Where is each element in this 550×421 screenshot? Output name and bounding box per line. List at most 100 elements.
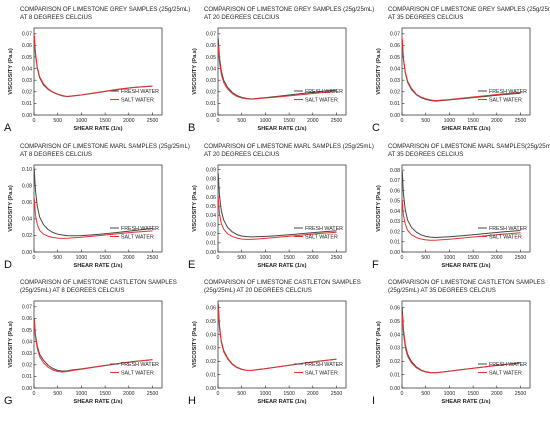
x-tick-label: 0 (33, 255, 36, 261)
panel-letter: E (188, 259, 195, 271)
y-tick-label: 0.00 (390, 250, 400, 256)
x-tick-label: 2000 (491, 255, 503, 261)
y-tick-label: 0.04 (206, 213, 216, 219)
y-axis-label: VISCOSITY (Pa.s) (376, 48, 382, 95)
panel-letter: D (4, 259, 12, 271)
chart-title-line: COMPARISON OF LIMESTONE MARL SAMPLES (25… (204, 143, 374, 150)
x-tick-label: 0 (33, 391, 36, 397)
x-axis-label: SHEAR RATE (1/s) (73, 399, 122, 405)
y-tick-label: 0.00 (22, 386, 32, 392)
chart-title-line: (25g/25mL) AT 20 DEGREES CELCIUS (204, 287, 312, 294)
chart-title-line: COMPARISON OF LIMESTONE GREY SAMPLES (25… (20, 6, 190, 13)
series-line-salt-water (217, 45, 337, 100)
y-tick-label: 0.01 (390, 372, 400, 378)
y-tick-label: 0.07 (206, 32, 216, 38)
y-tick-label: 0.08 (390, 168, 400, 174)
y-tick-label: 0.03 (206, 78, 216, 84)
x-tick-label: 1500 (99, 255, 111, 261)
panel-letter: I (372, 395, 375, 407)
y-tick-label: 0.02 (22, 233, 32, 239)
y-tick-label: 0.05 (22, 55, 32, 61)
x-tick-label: 2500 (147, 255, 159, 261)
x-tick-label: 2000 (491, 118, 503, 124)
plot-frame (217, 300, 347, 389)
legend-label: FRESH WATER (121, 362, 159, 368)
x-tick-label: 0 (401, 118, 404, 124)
legend-label: SALT WATER (121, 371, 154, 377)
x-tick-label: 500 (53, 118, 62, 124)
y-axis-label: VISCOSITY (Pa.s) (8, 48, 14, 95)
x-tick-label: 2000 (123, 255, 135, 261)
y-tick-label: 0.00 (390, 386, 400, 392)
series-line-fresh-water (33, 169, 153, 237)
y-axis-label: VISCOSITY (Pa.s) (192, 48, 198, 95)
y-tick-label: 0.04 (22, 339, 32, 345)
x-axis-label: SHEAR RATE (1/s) (441, 399, 490, 405)
x-tick-label: 1500 (467, 255, 479, 261)
plot-frame (217, 164, 347, 253)
y-tick-label: 0.01 (206, 372, 216, 378)
series-line-fresh-water (217, 303, 337, 371)
y-tick-label: 0.01 (390, 101, 400, 107)
chart-title-line: COMPARISON OF LIMESTONE CASTLETON SAMPLE… (20, 279, 177, 286)
y-tick-label: 0.03 (390, 346, 400, 352)
chart-panel-g: COMPARISON OF LIMESTONE CASTLETON SAMPLE… (4, 279, 177, 407)
x-tick-label: 500 (53, 391, 62, 397)
x-tick-label: 1500 (467, 118, 479, 124)
x-tick-label: 1000 (260, 255, 272, 261)
x-tick-label: 1000 (444, 255, 456, 261)
y-tick-label: 0.00 (206, 113, 216, 119)
x-tick-label: 1500 (283, 118, 295, 124)
legend-label: FRESH WATER (305, 362, 343, 368)
y-tick-label: 0.06 (390, 305, 400, 311)
chart-title-line: COMPARISON OF LIMESTONE CASTLETON SAMPLE… (204, 279, 361, 286)
plot-frame (33, 300, 163, 389)
plot-frame (401, 27, 531, 116)
chart-title-line: AT 35 DEGREES CELCIUS (388, 14, 463, 21)
y-tick-label: 0.10 (22, 167, 32, 173)
y-tick-label: 0.04 (390, 332, 400, 338)
y-tick-label: 0.02 (22, 363, 32, 369)
x-tick-label: 1000 (76, 118, 88, 124)
series-line-salt-water (33, 34, 153, 97)
x-tick-label: 2500 (147, 391, 159, 397)
x-tick-label: 2000 (307, 255, 319, 261)
y-tick-label: 0.02 (206, 231, 216, 237)
panel-letter: B (188, 122, 195, 134)
y-tick-label: 0.00 (390, 113, 400, 119)
y-tick-label: 0.02 (206, 359, 216, 365)
x-tick-label: 500 (421, 391, 430, 397)
x-tick-label: 2500 (331, 255, 343, 261)
legend-label: FRESH WATER (305, 226, 343, 232)
x-axis-label: SHEAR RATE (1/s) (73, 126, 122, 132)
y-tick-label: 0.06 (22, 43, 32, 49)
y-tick-label: 0.07 (390, 178, 400, 184)
x-tick-label: 1500 (99, 391, 111, 397)
y-tick-label: 0.05 (390, 55, 400, 61)
x-tick-label: 2000 (307, 118, 319, 124)
y-tick-label: 0.03 (22, 351, 32, 357)
y-tick-label: 0.06 (206, 43, 216, 49)
x-tick-label: 500 (421, 255, 430, 261)
y-tick-label: 0.00 (206, 250, 216, 256)
y-tick-label: 0.04 (22, 66, 32, 72)
y-axis-label: VISCOSITY (Pa.s) (8, 185, 14, 232)
x-tick-label: 1500 (467, 391, 479, 397)
y-tick-label: 0.06 (390, 188, 400, 194)
chart-panel-e: COMPARISON OF LIMESTONE MARL SAMPLES (25… (188, 143, 374, 271)
y-tick-label: 0.01 (390, 240, 400, 246)
y-tick-label: 0.04 (390, 209, 400, 215)
x-tick-label: 1000 (76, 255, 88, 261)
chart-title-line: AT 20 DEGREES CELCIUS (204, 151, 279, 158)
x-tick-label: 1000 (260, 391, 272, 397)
x-tick-label: 2500 (515, 118, 527, 124)
x-tick-label: 1000 (76, 391, 88, 397)
chart-title-line: COMPARISON OF LIMESTONE GREY SAMPLES (25… (388, 6, 550, 13)
legend-label: FRESH WATER (489, 89, 527, 95)
x-axis-label: SHEAR RATE (1/s) (441, 263, 490, 269)
x-tick-label: 1500 (99, 118, 111, 124)
x-tick-label: 1500 (283, 391, 295, 397)
x-tick-label: 500 (421, 118, 430, 124)
chart-panel-h: COMPARISON OF LIMESTONE CASTLETON SAMPLE… (188, 279, 361, 407)
